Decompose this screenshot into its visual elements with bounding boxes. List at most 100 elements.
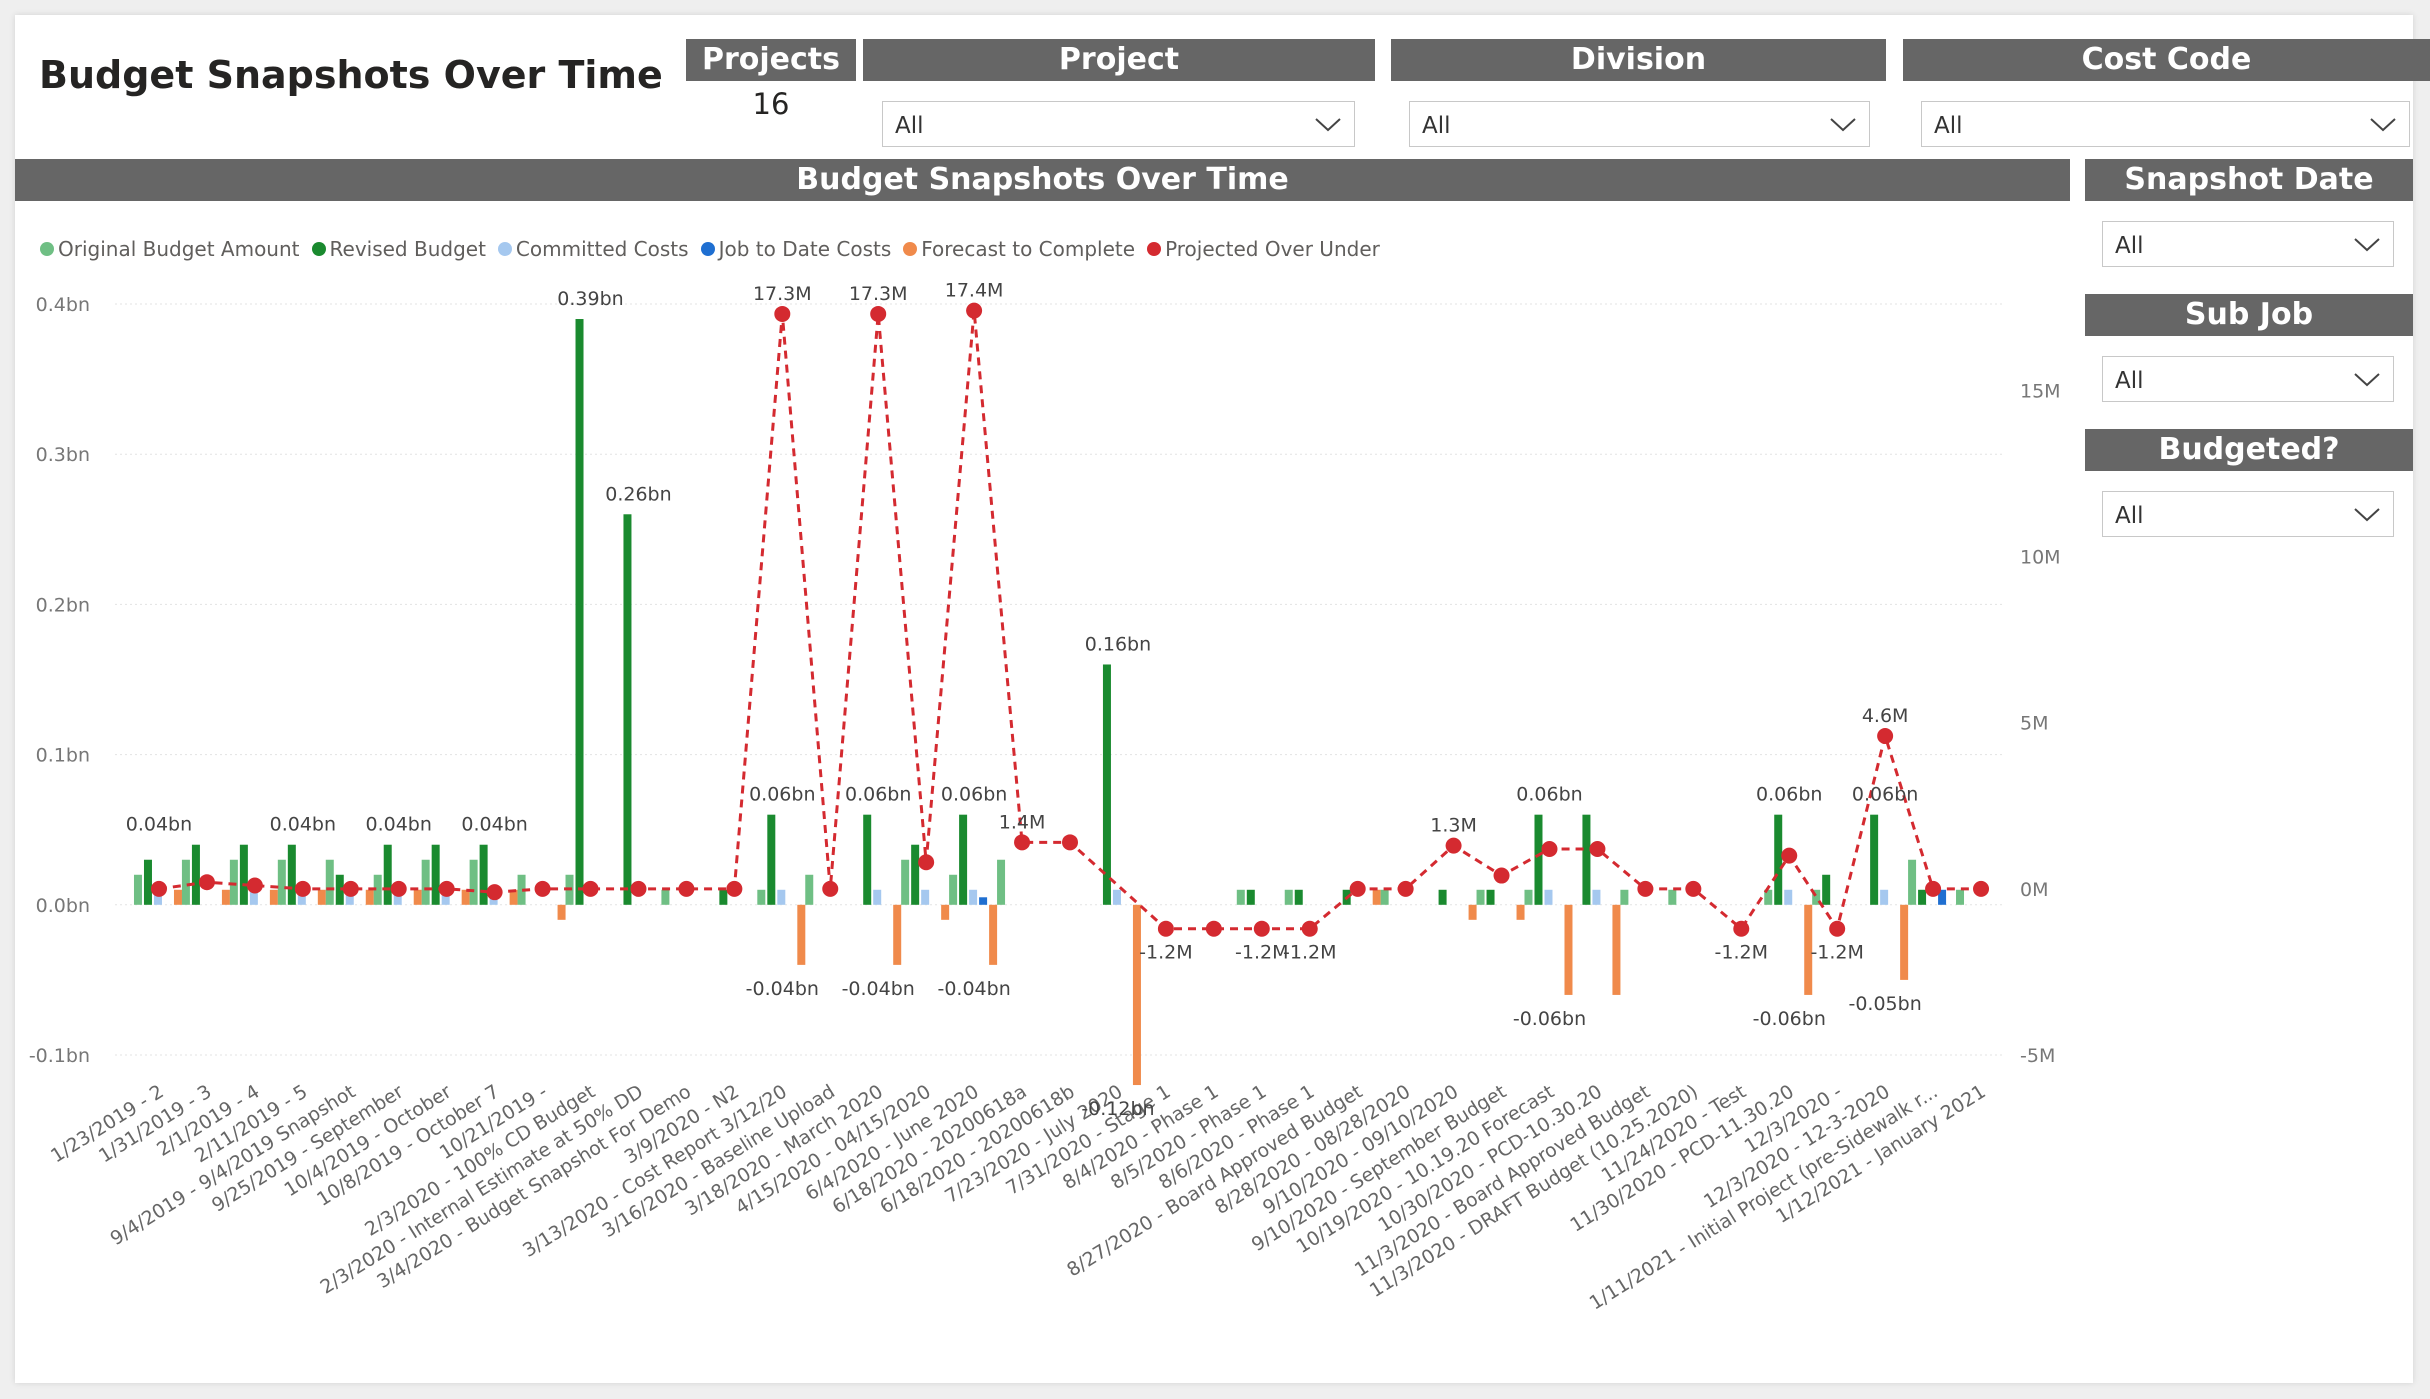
- data-label: 17.3M: [753, 283, 812, 305]
- data-label: 0.39bn: [557, 288, 623, 310]
- sub-job-dropdown[interactable]: All: [2102, 356, 2394, 402]
- data-label: -1.2M: [1139, 942, 1192, 964]
- chevron-down-icon: [1315, 118, 1341, 132]
- bar: [431, 844, 440, 905]
- chevron-down-icon: [2354, 508, 2380, 522]
- line-point: [1637, 880, 1654, 897]
- bar: [1524, 889, 1533, 905]
- chart-header: Budget Snapshots Over Time: [15, 159, 2070, 201]
- line-point: [1589, 840, 1606, 857]
- line-point: [438, 880, 455, 897]
- line-point: [150, 880, 167, 897]
- bar: [1592, 889, 1601, 905]
- line-point: [1445, 837, 1462, 854]
- bar: [365, 889, 374, 905]
- data-label: 0.06bn: [1852, 784, 1918, 806]
- bar: [1112, 889, 1121, 905]
- bar: [557, 904, 566, 920]
- line-point: [1925, 880, 1942, 897]
- data-label: -1.2M: [1235, 942, 1288, 964]
- y-axis-right-tick: 0M: [2020, 879, 2048, 901]
- bar: [1764, 889, 1773, 905]
- chevron-down-icon: [2354, 373, 2380, 387]
- data-label: 17.3M: [849, 283, 908, 305]
- line-point: [198, 874, 215, 891]
- bar: [805, 874, 814, 905]
- bar: [767, 814, 776, 905]
- bar: [277, 859, 286, 905]
- division-dropdown[interactable]: All: [1409, 101, 1870, 147]
- line-point: [870, 305, 887, 322]
- data-label: 0.06bn: [749, 784, 815, 806]
- bar: [797, 904, 806, 965]
- bar: [1294, 889, 1303, 905]
- data-label: 0.06bn: [1516, 784, 1582, 806]
- bar: [173, 889, 182, 905]
- data-label: 0.06bn: [845, 784, 911, 806]
- snapshot-date-dropdown[interactable]: All: [2102, 221, 2394, 267]
- y-axis-left-tick: 0.1bn: [36, 745, 90, 767]
- legend-item-revised-budget[interactable]: Revised Budget: [311, 237, 486, 261]
- bar: [1956, 889, 1965, 905]
- line-point: [966, 302, 983, 319]
- bar: [461, 889, 470, 905]
- legend-item-forecast[interactable]: Forecast to Complete: [903, 237, 1135, 261]
- project-dropdown-value: All: [895, 113, 924, 139]
- bar: [269, 889, 278, 905]
- sub-job-dropdown-value: All: [2115, 368, 2144, 394]
- bar: [287, 844, 296, 905]
- cost-code-dropdown[interactable]: All: [1921, 101, 2410, 147]
- bar: [181, 859, 190, 905]
- bar: [1132, 904, 1141, 1086]
- bar: [969, 889, 978, 905]
- line-point: [1205, 920, 1222, 937]
- budgeted-dropdown[interactable]: All: [2102, 491, 2394, 537]
- legend-item-committed-costs[interactable]: Committed Costs: [497, 237, 689, 261]
- bar: [1938, 889, 1947, 905]
- legend-dot-icon: [903, 242, 918, 256]
- data-label: 0.26bn: [605, 483, 671, 505]
- bar: [1812, 889, 1821, 905]
- project-dropdown[interactable]: All: [882, 101, 1355, 147]
- data-label: 0.04bn: [366, 814, 432, 836]
- line-point: [294, 880, 311, 897]
- projects-kpi-value: 16: [752, 87, 790, 121]
- combo-chart: -0.1bn 0.0bn 0.1bn 0.2bn 0.3bn 0.4bn -5M 0M 5M 10…: [29, 280, 2061, 1315]
- bar: [345, 889, 354, 905]
- bar: [509, 889, 518, 905]
- data-label: -1.2M: [1715, 942, 1768, 964]
- bar: [1918, 889, 1927, 905]
- legend-item-job-to-date[interactable]: Job to Date Costs: [700, 237, 891, 261]
- data-label: -0.05bn: [1848, 993, 1921, 1015]
- line-point: [1157, 920, 1174, 937]
- y-axis-right-tick: -5M: [2020, 1045, 2055, 1067]
- bar: [1544, 889, 1553, 905]
- line-point: [1973, 880, 1990, 897]
- data-label: 17.4M: [945, 280, 1004, 302]
- projects-kpi-header: Projects: [686, 39, 856, 81]
- y-axis-left-tick: 0.3bn: [36, 444, 90, 466]
- line-point: [918, 854, 935, 871]
- bar: [959, 814, 968, 905]
- line-point: [1397, 880, 1414, 897]
- bar: [873, 889, 882, 905]
- data-label: 4.6M: [1862, 705, 1909, 727]
- budgeted-header: Budgeted?: [2085, 429, 2413, 471]
- legend-item-projected[interactable]: Projected Over Under: [1147, 237, 1380, 261]
- y-axis-right-tick: 15M: [2020, 380, 2061, 402]
- page-title: Budget Snapshots Over Time: [39, 53, 663, 97]
- line-point: [822, 880, 839, 897]
- division-dropdown-value: All: [1422, 113, 1451, 139]
- bar: [719, 889, 728, 905]
- bar: [421, 859, 430, 905]
- bar: [1908, 859, 1917, 905]
- line-point: [1829, 920, 1846, 937]
- y-axis-left-tick: 0.2bn: [36, 594, 90, 616]
- bar: [979, 897, 988, 905]
- bar: [1534, 814, 1543, 905]
- chart-legend: Original Budget Amount Revised Budget Co…: [40, 237, 1380, 261]
- line-point: [1349, 880, 1366, 897]
- bar: [325, 859, 334, 905]
- division-filter-header: Division: [1391, 39, 1886, 81]
- legend-item-original-budget[interactable]: Original Budget Amount: [40, 237, 300, 261]
